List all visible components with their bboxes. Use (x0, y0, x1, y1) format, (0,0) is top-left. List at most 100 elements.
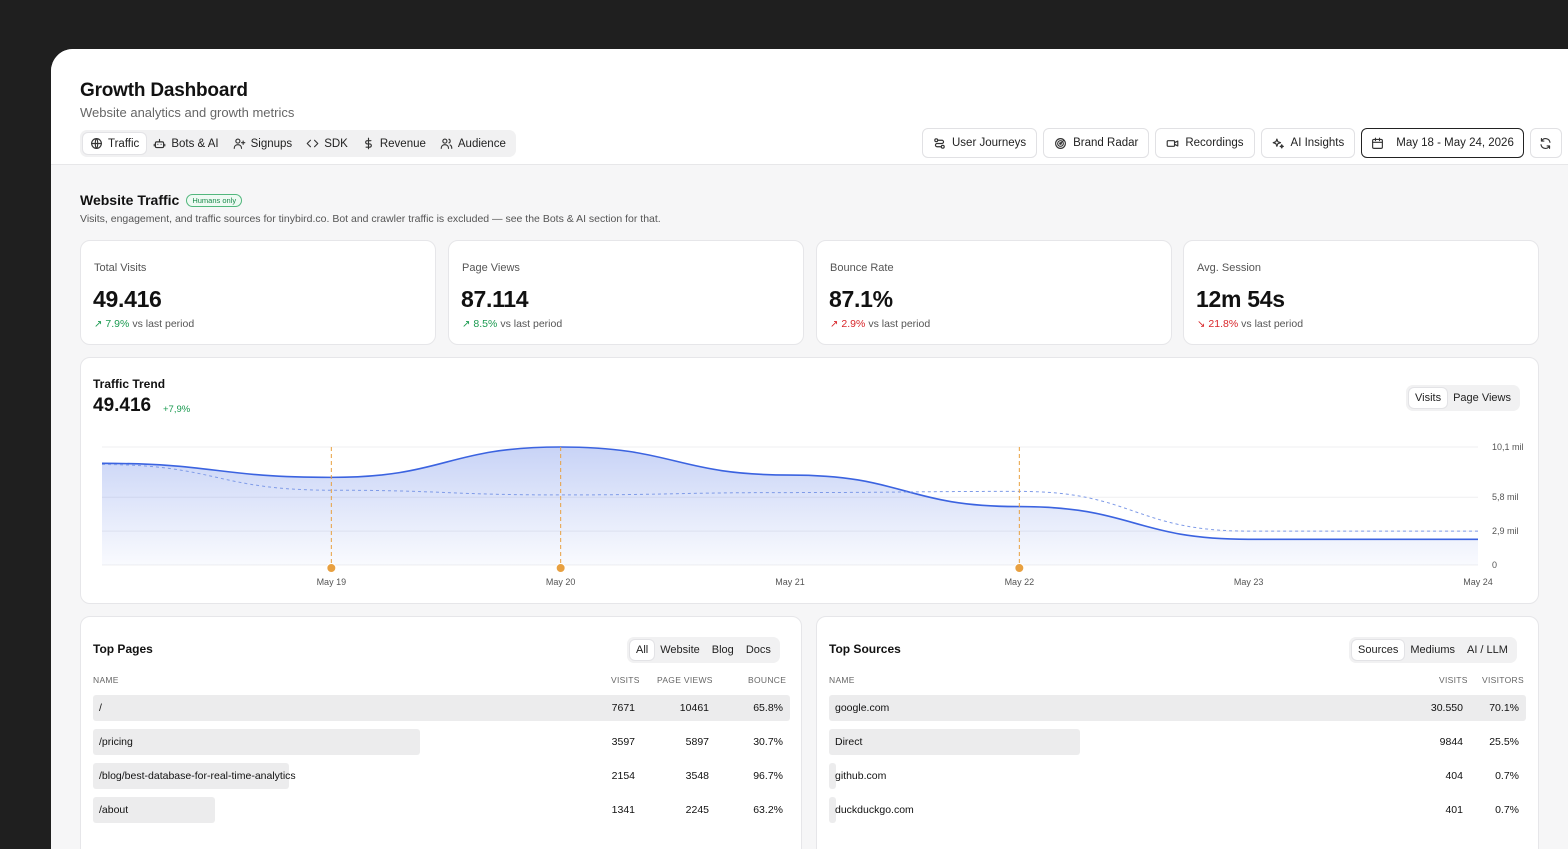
section-title-text: Website Traffic (80, 192, 180, 208)
x-tick-label: May 22 (1005, 577, 1035, 587)
tab-sdk[interactable]: SDK (299, 133, 355, 154)
filter-ai-llm[interactable]: AI / LLM (1466, 644, 1508, 656)
source-name: Direct (835, 736, 863, 748)
row-share-bar (829, 797, 836, 823)
tab-label: Revenue (379, 137, 426, 150)
filter-blog[interactable]: Blog (711, 644, 734, 656)
trend-value: 49.416 (93, 395, 152, 416)
trend-title: Traffic Trend (93, 377, 166, 391)
table-row[interactable]: /blog/best-database-for-real-time-analyt… (93, 763, 790, 789)
kpi-value: 87.1% (829, 286, 893, 312)
date-range-picker[interactable]: May 18 - May 24, 2026 (1361, 128, 1524, 158)
table-row[interactable]: /pricing 3597 5897 30.7% (93, 729, 790, 755)
toggle-visits[interactable]: Visits (1409, 388, 1448, 408)
page-visits: 2154 (611, 770, 635, 782)
column-header-page-views[interactable]: PAGE VIEWS (657, 675, 713, 685)
top-sources-title: Top Sources (829, 642, 901, 656)
page-name: /about (99, 804, 129, 816)
x-tick-label: May 21 (775, 577, 805, 587)
table-row[interactable]: /about 1341 2245 63.2% (93, 797, 790, 823)
user-journeys-label: User Journeys (952, 137, 1027, 149)
recordings-button[interactable]: Recordings (1155, 128, 1255, 158)
date-range-label: May 18 - May 24, 2026 (1396, 137, 1514, 149)
annotation-marker (1014, 563, 1025, 573)
humans-only-badge: Humans only (186, 193, 243, 207)
source-visitors: 0.7% (1495, 804, 1519, 816)
y-tick-label: 0 (1492, 560, 1497, 570)
bot-icon (153, 137, 166, 150)
kpi-label: Total Visits (94, 262, 147, 274)
ai-insights-button[interactable]: AI Insights (1260, 128, 1356, 158)
kpi-label: Avg. Session (1197, 262, 1262, 274)
user-journeys-button[interactable]: User Journeys (922, 128, 1038, 158)
filter-mediums[interactable]: Mediums (1410, 644, 1455, 656)
page-visits: 3597 (611, 736, 635, 748)
source-visits: 30.550 (1430, 702, 1463, 714)
row-share-bar (829, 729, 1080, 755)
calendar-icon (1371, 137, 1384, 150)
kpi-delta-suffix: vs last period (868, 318, 931, 330)
tab-revenue[interactable]: Revenue (355, 133, 433, 154)
annotation-marker (555, 563, 566, 573)
kpi-value: 49.416 (93, 286, 162, 312)
video-icon (1166, 137, 1179, 150)
kpi-card-page-views: Page Views 87.114 ↗ 8.5% vs last period (448, 240, 804, 345)
trend-delta: +7,9% (163, 404, 191, 415)
column-header-visits[interactable]: VISITS (1439, 675, 1468, 685)
top-sources-card: Top Sources Sources Mediums AI / LLM NAM… (816, 616, 1539, 849)
table-row[interactable]: github.com 404 0.7% (829, 763, 1526, 789)
tab-traffic[interactable]: Traffic (83, 133, 147, 154)
top-pages-filter: All Website Blog Docs (627, 637, 780, 663)
tab-signups[interactable]: Signups (226, 133, 300, 154)
radar-icon (1054, 137, 1067, 150)
y-tick-label: 10,1 mil (1492, 442, 1524, 452)
trend-down-icon: ↘ (1197, 318, 1206, 330)
kpi-label: Page Views (462, 262, 520, 274)
page-bounce: 65.8% (753, 702, 783, 714)
table-row[interactable]: google.com 30.550 70.1% (829, 695, 1526, 721)
traffic-trend-card: Traffic Trend 49.416 +7,9% Visits Page V… (80, 357, 1539, 604)
y-tick-label: 5,8 mil (1492, 492, 1519, 502)
tab-audience[interactable]: Audience (433, 133, 513, 154)
brand-radar-button[interactable]: Brand Radar (1043, 128, 1150, 158)
brand-radar-label: Brand Radar (1073, 137, 1139, 149)
filter-docs[interactable]: Docs (745, 644, 771, 656)
column-header-bounce[interactable]: BOUNCE (748, 675, 787, 685)
row-share-bar (829, 695, 1526, 721)
dashboard-window: Growth Dashboard Website analytics and g… (51, 49, 1568, 849)
trend-up-icon: ↗ (830, 318, 839, 330)
page-title: Growth Dashboard (80, 80, 248, 101)
table-row[interactable]: duckduckgo.com 401 0.7% (829, 797, 1526, 823)
page-name: / (99, 702, 102, 714)
filter-all[interactable]: All (630, 640, 655, 660)
row-share-bar (829, 763, 836, 789)
dollar-icon (362, 137, 375, 150)
refresh-icon (1539, 137, 1552, 150)
column-header-visits[interactable]: VISITS (611, 675, 640, 685)
kpi-delta-suffix: vs last period (1241, 318, 1304, 330)
source-visitors: 0.7% (1495, 770, 1519, 782)
table-row[interactable]: / 7671 10461 65.8% (93, 695, 790, 721)
kpi-value: 87.114 (461, 286, 529, 312)
series-area (102, 447, 1478, 565)
top-sources-filter: Sources Mediums AI / LLM (1349, 637, 1517, 663)
page-views: 5897 (685, 736, 709, 748)
column-header-name[interactable]: NAME (829, 675, 855, 685)
kpi-card-total-visits: Total Visits 49.416 ↗ 7.9% vs last perio… (80, 240, 436, 345)
toggle-page-views[interactable]: Page Views (1453, 392, 1511, 404)
tab-bots-ai[interactable]: Bots & AI (146, 133, 225, 154)
tab-label: Audience (457, 137, 506, 150)
source-visits: 401 (1445, 804, 1463, 816)
code-icon (306, 137, 319, 150)
filter-website[interactable]: Website (660, 644, 700, 656)
page-views: 3548 (685, 770, 709, 782)
table-row[interactable]: Direct 9844 25.5% (829, 729, 1526, 755)
column-header-visitors[interactable]: VISITORS (1482, 675, 1524, 685)
ai-insights-label: AI Insights (1290, 137, 1345, 149)
header-actions: User Journeys Brand Radar Recordings AI … (922, 128, 1562, 158)
traffic-trend-chart: 0 2,9 mil 5,8 mil 10,1 mil May 19 May 20 May 2… (101, 442, 1524, 587)
refresh-button[interactable] (1529, 128, 1562, 158)
column-header-name[interactable]: NAME (93, 675, 119, 685)
tab-label: Traffic (108, 137, 140, 150)
filter-sources[interactable]: Sources (1352, 640, 1405, 660)
